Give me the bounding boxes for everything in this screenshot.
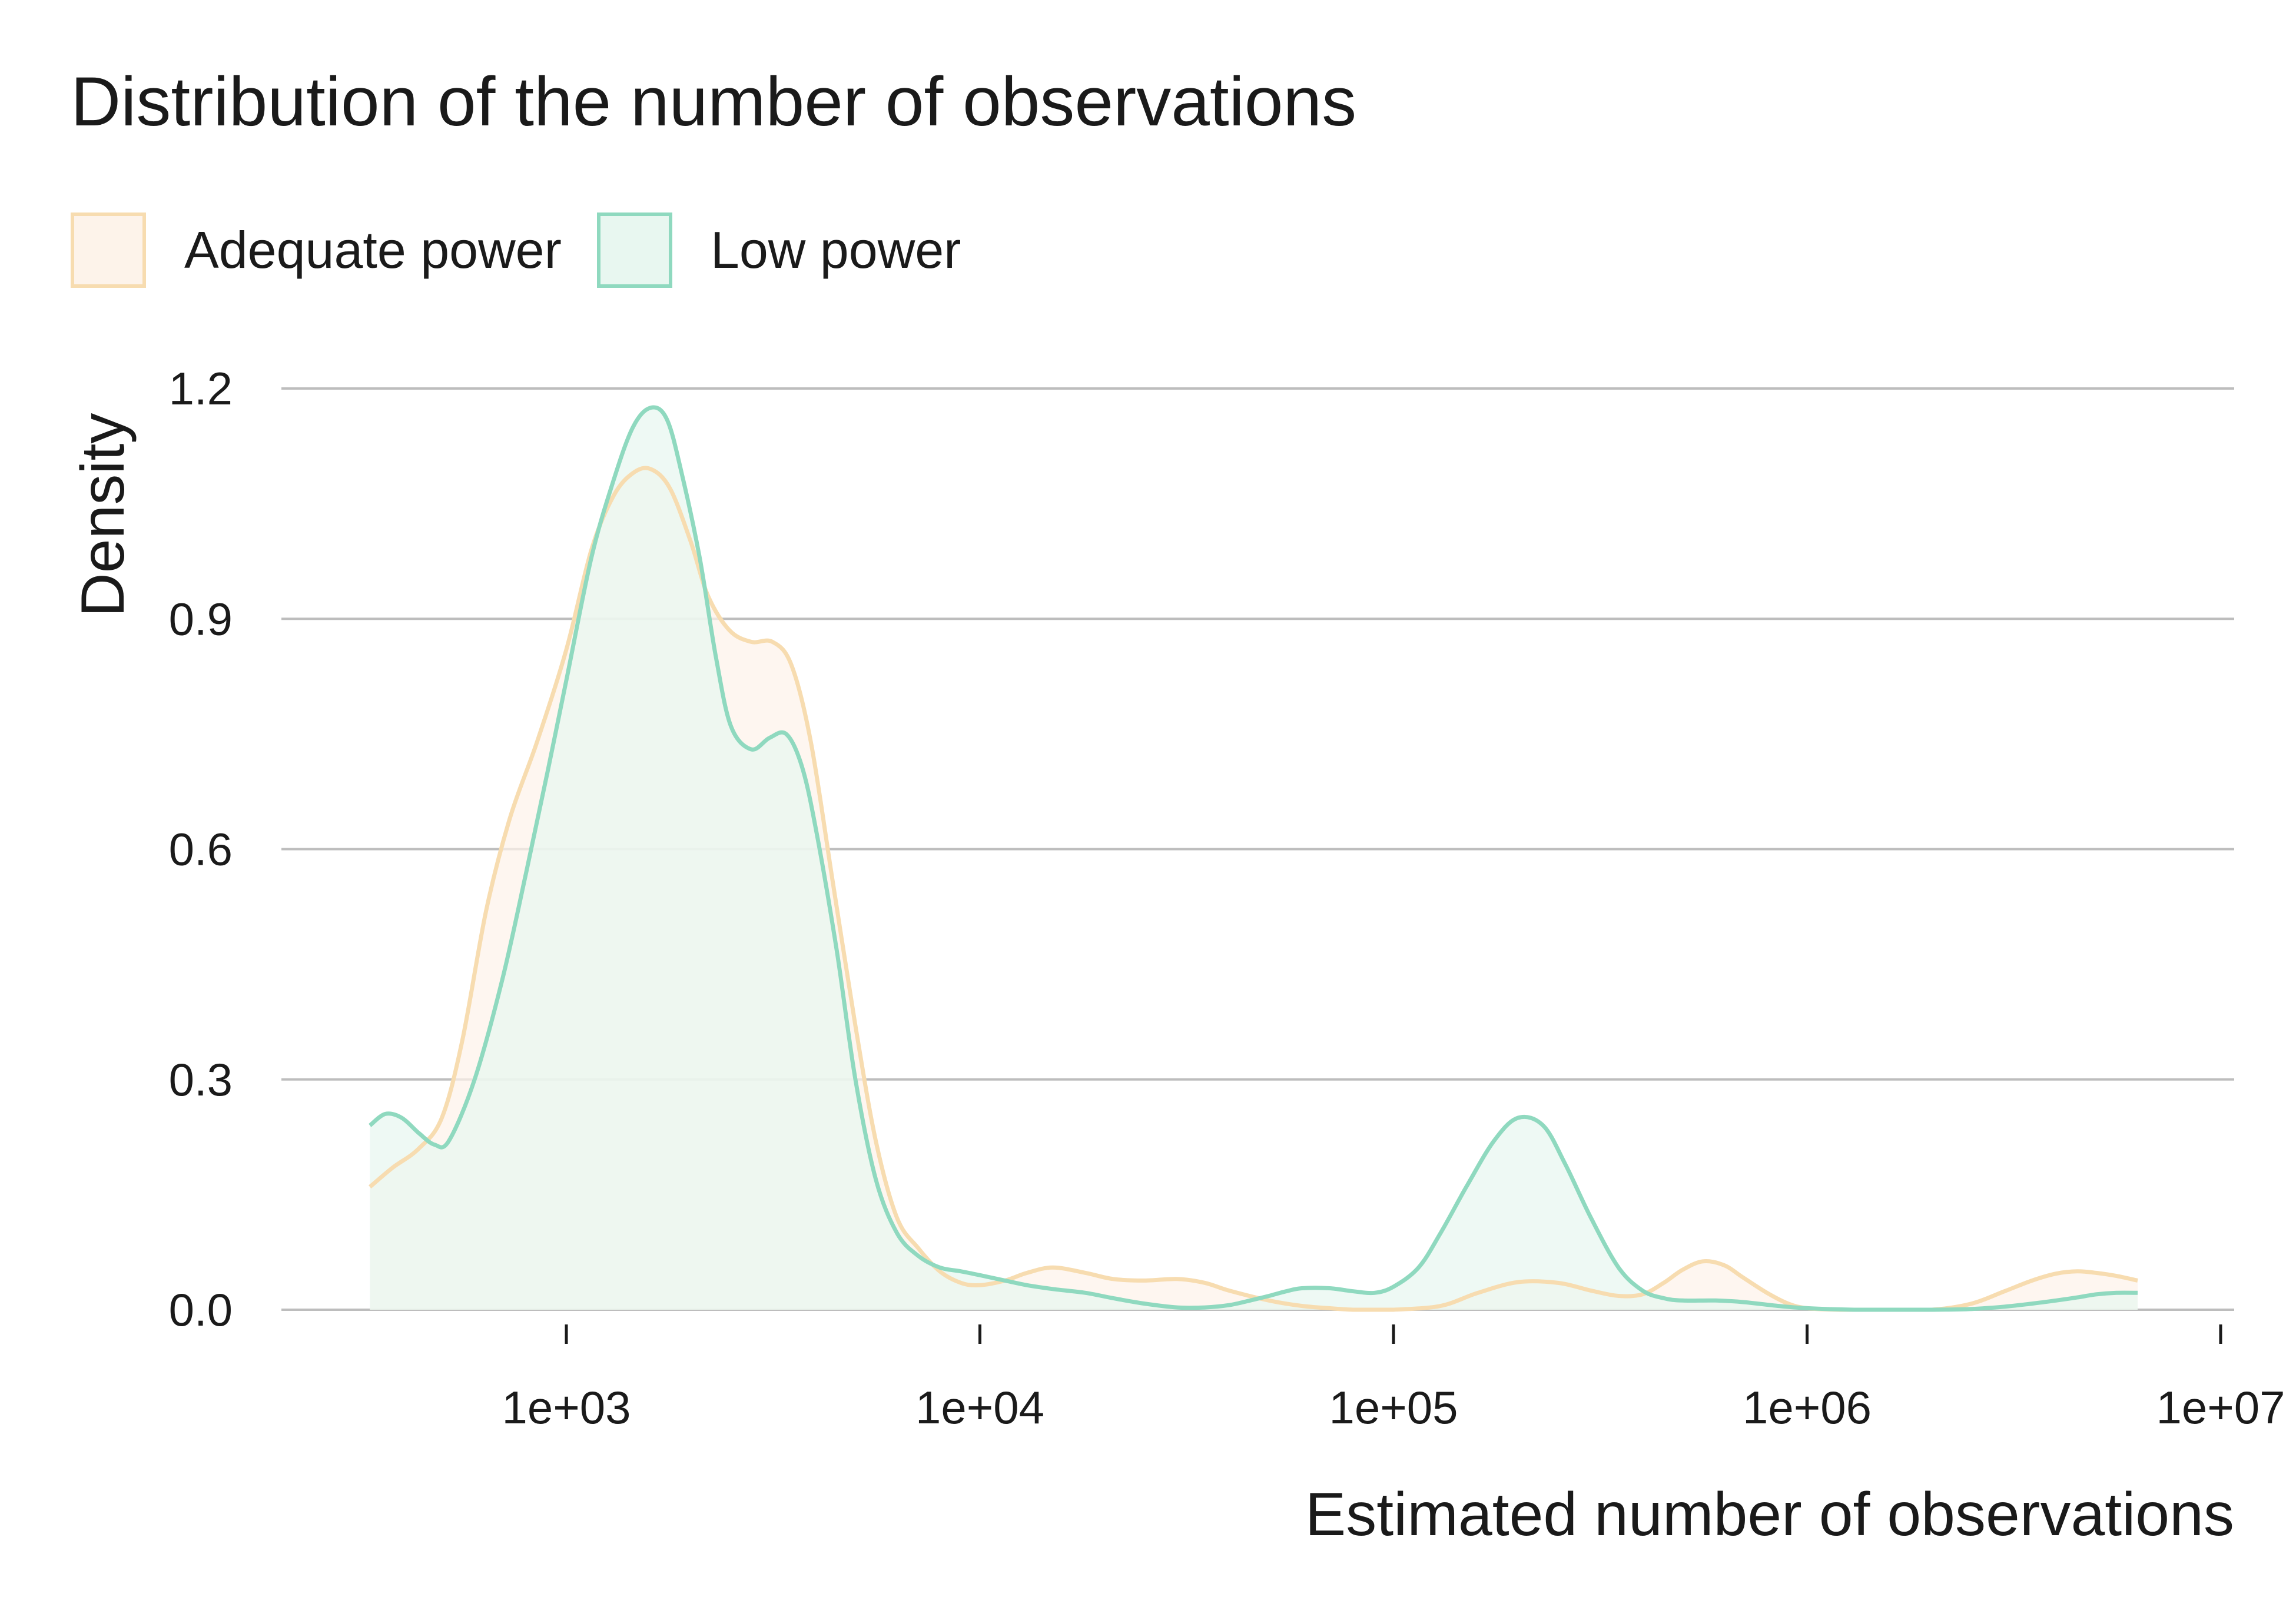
x-axis-ticks: 1e+03 1e+04 1e+05 1e+06 1e+07 — [502, 1324, 2285, 1433]
x-tick-label: 1e+03 — [502, 1382, 631, 1433]
legend-label-adequate-power: Adequate power — [184, 221, 562, 279]
y-tick-label: 0.9 — [169, 593, 233, 645]
line-low-power — [369, 405, 2138, 1312]
y-tick-label: 0.3 — [169, 1054, 233, 1105]
x-tick-label: 1e+06 — [1743, 1382, 1872, 1433]
legend-swatch-adequate-power — [71, 213, 146, 288]
y-axis-title: Density — [69, 413, 137, 617]
y-tick-label: 0.0 — [169, 1284, 233, 1336]
y-tick-label: 0.6 — [169, 824, 233, 875]
legend: Adequate power Low power — [71, 209, 996, 291]
x-axis-title: Estimated number of observations — [1305, 1480, 2234, 1549]
legend-item-adequate-power: Adequate power — [71, 213, 562, 288]
density-areas — [370, 407, 2138, 1310]
x-tick-label: 1e+07 — [2156, 1382, 2285, 1433]
legend-label-low-power: Low power — [710, 221, 961, 279]
density-lines — [369, 405, 2138, 1312]
area-low-power — [370, 407, 2138, 1310]
legend-swatch-low-power — [596, 213, 672, 288]
y-axis-ticks: 0.0 0.3 0.6 0.9 1.2 — [169, 363, 233, 1336]
chart-title: Distribution of the number of observatio… — [71, 63, 1357, 141]
legend-item-low-power: Low power — [596, 213, 961, 288]
y-tick-label: 1.2 — [169, 363, 233, 414]
x-tick-label: 1e+05 — [1329, 1382, 1458, 1433]
x-tick-label: 1e+04 — [915, 1382, 1044, 1433]
